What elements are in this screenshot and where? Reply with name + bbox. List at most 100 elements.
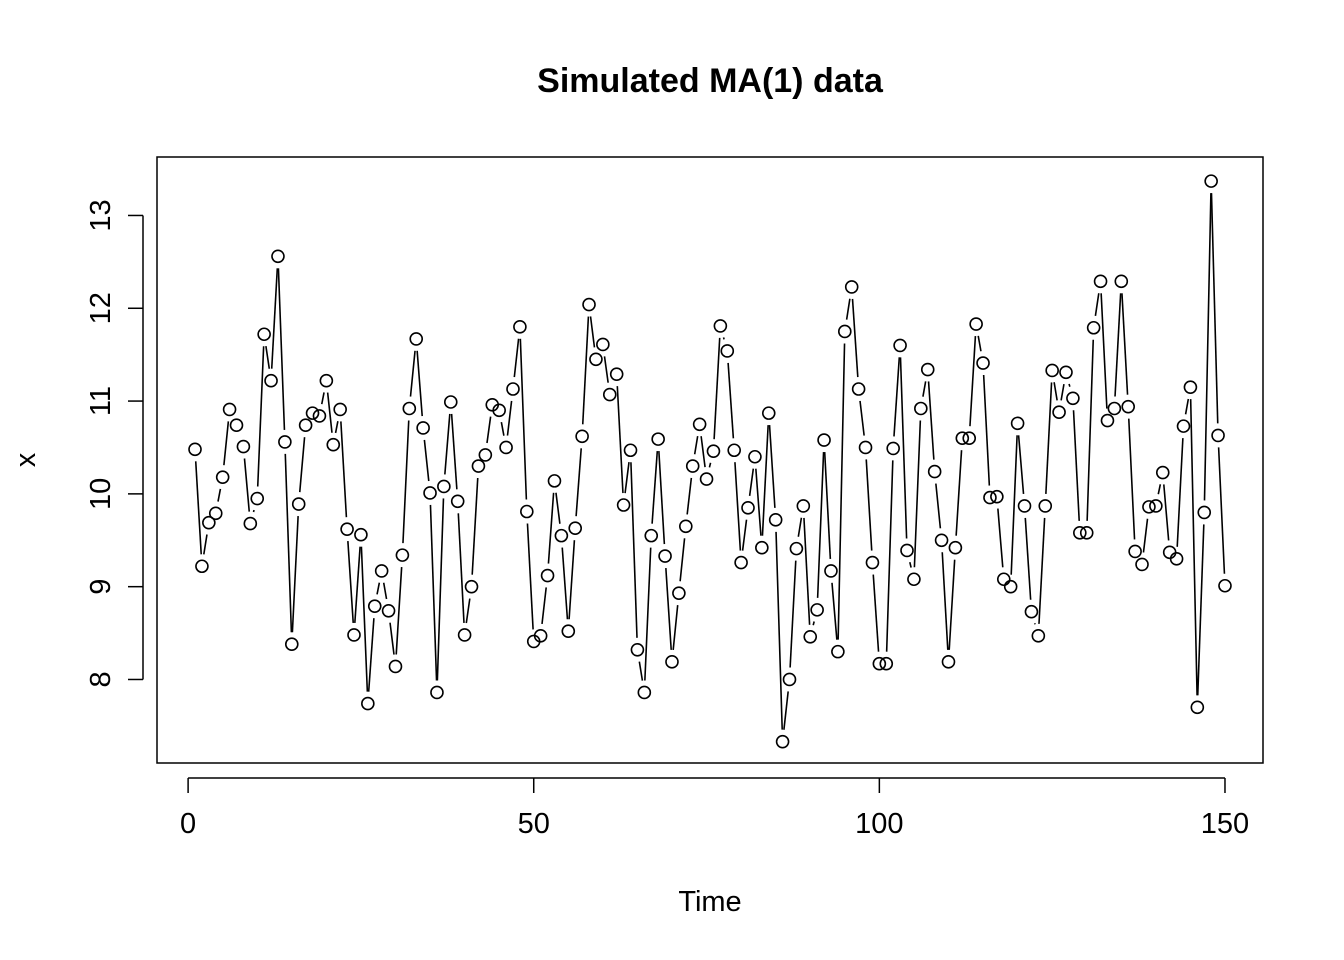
data-point [388,659,403,674]
series-line-segment [360,546,369,692]
series-line-segment [389,622,395,655]
data-point [319,373,334,388]
data-point [1183,380,1198,394]
series-line-segment [555,492,561,524]
data-point [720,344,735,358]
data-point [934,533,949,548]
series-line-segment [845,298,851,320]
data-point [582,297,596,312]
data-point [775,734,790,749]
data-point [457,628,472,642]
series-line-segment [616,386,624,494]
series-line-segment [444,413,451,475]
data-point [796,499,811,513]
data-point [920,362,935,377]
series-line-segment [1045,382,1053,494]
data-point [1176,419,1191,433]
data-point [623,443,638,458]
series-line-segment [816,452,825,598]
series-line-segment [922,381,927,397]
data-point [409,332,424,346]
data-point [188,442,202,457]
data-point [706,444,721,458]
x-tick-label: 150 [1201,808,1249,840]
data-point [450,494,465,509]
series-line-segment [1163,484,1170,541]
data-point [699,472,714,486]
data-point [609,367,624,381]
data-point [1038,499,1053,513]
series-line-segment [1068,383,1071,387]
series-line-segment [340,421,348,518]
data-point [990,489,1004,504]
series-line-segment [1024,517,1032,600]
data-point [250,491,265,506]
y-tick-label: 8 [85,671,117,687]
data-point [824,564,838,578]
series-line-segment [700,436,706,468]
series-line-segment [783,691,789,730]
series-line-segment [651,451,659,524]
series-line-segment [672,605,679,650]
series-line-segment [893,357,901,437]
data-point [630,642,645,657]
series-line-segment [298,437,306,493]
series-line-segment [624,462,630,494]
series-line-segment [823,451,832,559]
data-point [1211,428,1225,443]
data-point [202,515,216,530]
series-line-segment [354,546,361,624]
series-line-segment [334,421,339,434]
series-line-segment [436,498,445,681]
data-point [1197,505,1212,520]
series-line-segment [727,362,735,439]
series-line-segment [376,582,381,595]
data-point [575,429,589,444]
series-line-segment [768,425,776,508]
data-point [278,435,292,449]
data-point [1169,552,1184,566]
data-point [1003,579,1018,594]
series-line-segment [872,574,880,652]
series-line-segment [1142,518,1149,553]
series-line-segment [465,598,471,624]
data-point [1107,401,1122,416]
series-line-segment [402,420,410,544]
series-line-segment [658,451,666,545]
series-line-segment [223,421,230,466]
series-line-segment [1094,293,1100,317]
data-point [983,490,997,505]
y-tick-label: 12 [85,292,117,324]
data-point [1218,578,1232,593]
data-point [685,459,700,473]
series-line-segment [526,523,534,630]
series-line-segment [1017,435,1025,495]
series-line-segment [568,540,576,620]
data-point [817,433,831,447]
data-point [347,628,361,642]
series-line-segment [395,567,403,655]
data-point [1162,545,1177,560]
series-line-segment [265,346,271,369]
series-line-segment [284,453,293,633]
data-point [305,406,320,420]
data-point [741,500,755,515]
series-line-segment [789,560,797,668]
data-point [264,373,278,388]
series-line-segment [644,547,652,681]
data-point [374,564,389,578]
data-point [312,409,327,423]
series-line-segment [927,381,935,460]
data-point [865,555,880,570]
series-line-segment [775,531,784,730]
data-point [1128,544,1142,559]
data-point [271,249,285,264]
data-point [900,543,914,558]
data-point [748,449,762,464]
data-point [561,624,576,639]
series-line-segment [270,268,279,369]
data-point [437,479,451,494]
y-tick-label: 10 [85,478,117,510]
data-point [927,464,942,479]
